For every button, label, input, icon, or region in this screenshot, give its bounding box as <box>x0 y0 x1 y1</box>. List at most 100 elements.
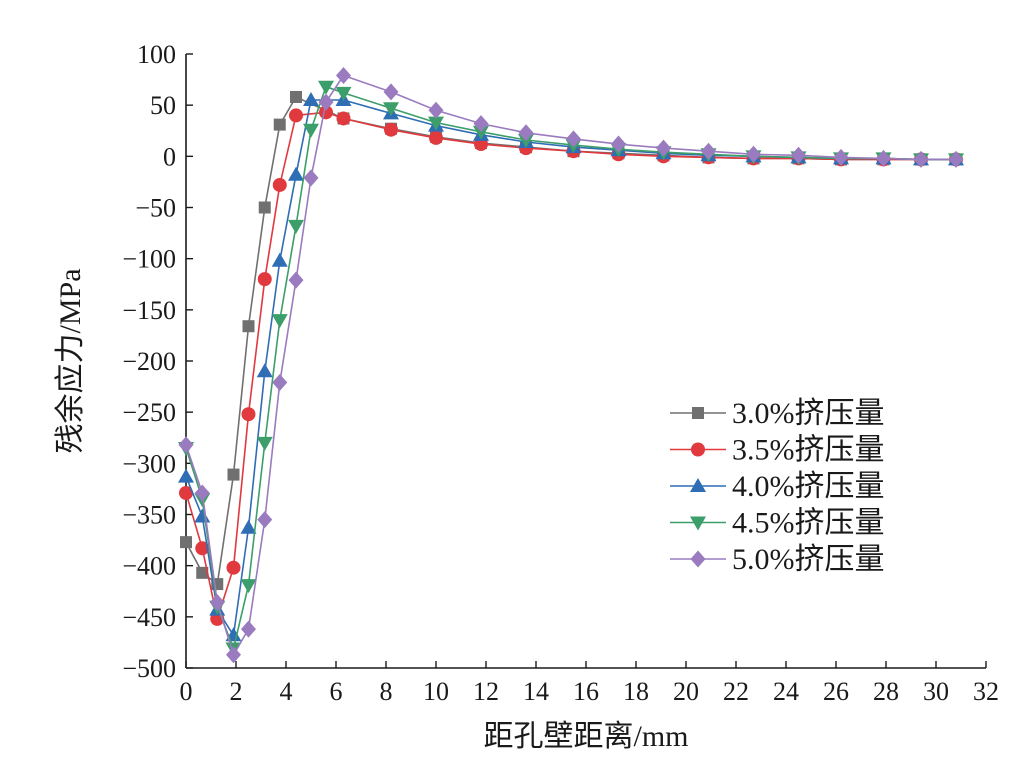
legend-marker <box>690 550 706 568</box>
data-point <box>271 252 288 267</box>
data-point <box>303 123 319 138</box>
data-point <box>257 272 272 287</box>
data-point <box>876 149 891 167</box>
data-point <box>288 219 304 234</box>
x-tick-label: 32 <box>973 677 999 706</box>
data-point <box>256 436 273 451</box>
data-point <box>566 130 581 148</box>
data-point <box>288 166 304 181</box>
x-tick-label: 2 <box>230 677 243 706</box>
data-point <box>241 620 256 638</box>
data-point <box>273 118 286 131</box>
y-tick-label: −50 <box>135 194 176 223</box>
data-point <box>271 314 288 329</box>
data-point <box>611 135 626 153</box>
data-point <box>241 407 256 422</box>
data-point <box>180 536 192 549</box>
y-tick-label: 100 <box>137 40 176 69</box>
legend-item: 4.5%挤压量 <box>670 507 885 540</box>
legend-marker <box>690 516 706 531</box>
data-point <box>258 201 271 214</box>
data-point <box>318 93 334 111</box>
legend-item: 3.0%挤压量 <box>670 397 885 430</box>
data-point <box>303 92 319 107</box>
data-point <box>384 122 398 137</box>
data-point <box>746 145 761 163</box>
data-point <box>178 468 194 483</box>
y-tick-label: −150 <box>122 296 176 325</box>
legend-item: 3.5%挤压量 <box>670 434 885 467</box>
data-point <box>791 146 806 164</box>
y-tick-label: −400 <box>122 552 176 581</box>
data-point <box>194 484 210 502</box>
data-point <box>383 83 399 101</box>
data-point <box>290 90 302 103</box>
y-tick-label: −450 <box>122 603 176 632</box>
x-tick-label: 28 <box>873 677 899 706</box>
data-point <box>272 373 288 391</box>
y-tick-label: −350 <box>122 501 176 530</box>
legend-item: 5.0%挤压量 <box>670 543 885 576</box>
series-line <box>185 111 956 623</box>
legend-label: 3.5%挤压量 <box>732 434 885 467</box>
data-point <box>383 102 399 117</box>
data-point <box>428 116 444 131</box>
data-point <box>242 320 255 333</box>
data-point <box>473 115 489 133</box>
data-point <box>303 169 319 187</box>
data-point <box>256 363 273 378</box>
legend-label: 5.0%挤压量 <box>732 543 885 576</box>
data-point <box>336 66 351 84</box>
x-tick-label: 10 <box>423 677 449 706</box>
data-point <box>194 508 211 523</box>
y-tick-label: −200 <box>122 347 176 376</box>
x-tick-label: 0 <box>180 677 193 706</box>
data-point <box>948 150 964 168</box>
series-5 <box>178 66 964 664</box>
y-axis-ticks: 100 50 0 −50 −100 −150 −200 −250 −300 −350 −400 −45… <box>122 40 193 683</box>
legend-marker <box>690 478 706 492</box>
x-tick-label: 24 <box>773 677 799 706</box>
data-point <box>656 139 671 157</box>
legend-label: 3.0%挤压量 <box>732 397 885 430</box>
data-point <box>289 108 303 123</box>
legend-label: 4.5%挤压量 <box>732 507 885 540</box>
x-tick-label: 18 <box>623 677 649 706</box>
x-axis-title: 距孔壁距离/mm <box>483 720 688 753</box>
x-tick-label: 8 <box>380 677 393 706</box>
y-tick-label: 50 <box>150 91 176 120</box>
x-tick-label: 30 <box>923 677 949 706</box>
x-axis-ticks: 0 2 4 6 8 10 12 14 16 18 20 22 24 26 28 30 32 <box>180 661 999 706</box>
y-tick-label: −500 <box>122 654 176 683</box>
data-point <box>195 541 210 556</box>
data-point <box>226 646 241 664</box>
series-layer <box>178 66 964 664</box>
data-point <box>209 594 225 612</box>
data-point <box>833 148 849 166</box>
legend-marker <box>691 442 705 457</box>
data-point <box>178 436 194 454</box>
x-tick-label: 20 <box>673 677 699 706</box>
y-tick-label: −100 <box>122 245 176 274</box>
data-point <box>196 566 209 579</box>
data-point <box>701 142 716 160</box>
x-tick-label: 26 <box>823 677 849 706</box>
data-point <box>428 101 444 119</box>
data-point <box>257 511 273 529</box>
data-point <box>335 86 352 101</box>
data-point <box>227 468 240 481</box>
y-tick-label: −250 <box>122 398 176 427</box>
data-point <box>226 560 241 575</box>
x-tick-label: 4 <box>280 677 293 706</box>
x-tick-label: 6 <box>330 677 343 706</box>
y-axis-title: 残余应力/MPa <box>54 268 87 453</box>
data-point <box>179 486 193 501</box>
data-point <box>473 125 489 140</box>
legend-item: 4.0%挤压量 <box>670 470 885 503</box>
data-point <box>240 519 257 534</box>
x-tick-label: 16 <box>573 677 599 706</box>
data-point <box>318 80 334 95</box>
y-tick-label: 0 <box>163 142 176 171</box>
